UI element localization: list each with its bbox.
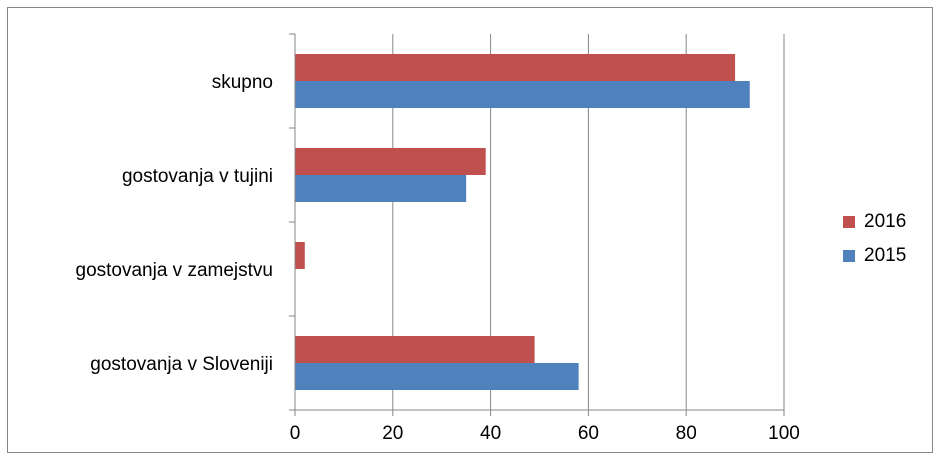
bar-2016-0 [295, 54, 736, 81]
bar-2016-2 [295, 242, 305, 269]
legend-item-2015: 2015 [843, 242, 933, 269]
x-tick-label-80: 80 [676, 423, 697, 444]
x-tick-label-60: 60 [578, 423, 599, 444]
legend-swatch-2015 [843, 249, 855, 262]
bar-2016-1 [295, 148, 486, 175]
x-tick-label-100: 100 [768, 423, 800, 444]
bar-2015-3 [295, 363, 579, 390]
category-label-2: gostovanja v zamejstvu [76, 260, 274, 281]
axes [289, 33, 785, 416]
bars [295, 54, 750, 390]
legend-item-2016: 2016 [843, 208, 933, 235]
category-labels: skupno gostovanja v tujini gostovanja v za… [76, 72, 274, 375]
legend-label-2016: 2016 [864, 210, 907, 232]
legend-label-2015: 2015 [864, 244, 907, 266]
bar-2015-0 [295, 81, 750, 108]
category-label-3: gostovanja v Sloveniji [90, 354, 273, 375]
x-tick-label-40: 40 [480, 423, 501, 444]
x-tick-label-0: 0 [290, 423, 301, 444]
category-label-1: gostovanja v tujini [122, 166, 273, 187]
category-label-0: skupno [212, 72, 273, 93]
legend-swatch-2016 [843, 215, 855, 228]
x-tick-label-20: 20 [382, 423, 403, 444]
legend: 2016 2015 [843, 208, 933, 276]
tick-labels: 0 20 40 60 80 100 [290, 423, 800, 444]
bar-2015-1 [295, 175, 467, 202]
bar-2016-3 [295, 336, 535, 363]
